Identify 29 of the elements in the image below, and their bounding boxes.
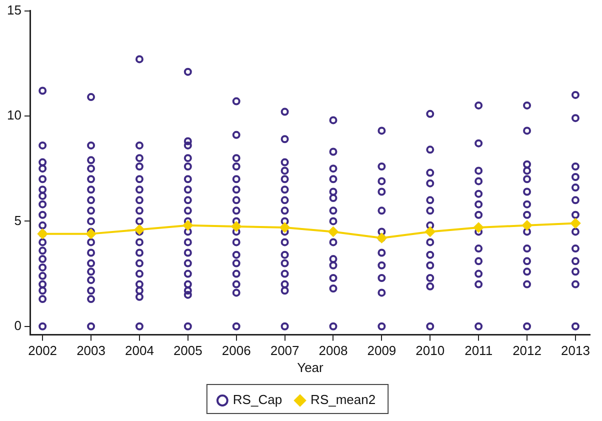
legend-label: RS_mean2 bbox=[310, 392, 376, 408]
point bbox=[570, 218, 580, 228]
x-tick-label: 2003 bbox=[76, 343, 106, 358]
x-tick-label: 2010 bbox=[416, 343, 445, 358]
x-axis-title: Year bbox=[297, 360, 324, 375]
point bbox=[474, 222, 484, 232]
point bbox=[425, 226, 436, 237]
point bbox=[328, 226, 338, 237]
point bbox=[231, 221, 242, 232]
y-tick-label: 10 bbox=[6, 108, 22, 123]
x-tick-label: 2005 bbox=[173, 343, 202, 358]
point bbox=[182, 220, 193, 230]
point bbox=[522, 220, 532, 230]
x-tick-label: 2012 bbox=[512, 343, 542, 358]
point bbox=[86, 228, 96, 239]
point bbox=[134, 224, 144, 235]
y-tick-label: 15 bbox=[6, 2, 22, 18]
x-tick-label: 2008 bbox=[318, 343, 348, 358]
point bbox=[280, 222, 290, 232]
x-tick-label: 2002 bbox=[28, 343, 58, 358]
y-tick-label: 0 bbox=[14, 318, 22, 333]
y-tick-label: 5 bbox=[14, 212, 22, 228]
x-tick-label: 2013 bbox=[561, 343, 590, 358]
legend-label: RS_Cap bbox=[232, 392, 282, 408]
x-tick-label: 2007 bbox=[270, 343, 300, 358]
x-tick-label: 2006 bbox=[222, 343, 251, 358]
x-tick-label: 2009 bbox=[367, 343, 396, 358]
x-tick-label: 2004 bbox=[125, 343, 154, 358]
x-tick-label: 2011 bbox=[464, 343, 493, 358]
